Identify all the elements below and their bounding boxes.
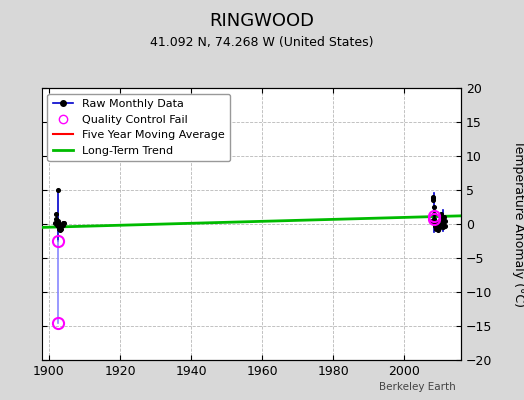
Point	[52, 210, 60, 217]
Point	[438, 220, 446, 226]
Point	[58, 222, 67, 228]
Point	[431, 223, 440, 229]
Point	[441, 218, 449, 224]
Text: 41.092 N, 74.268 W (United States): 41.092 N, 74.268 W (United States)	[150, 36, 374, 49]
Point	[56, 225, 64, 231]
Point	[54, 221, 63, 227]
Point	[431, 220, 439, 226]
Point	[56, 224, 64, 230]
Point	[59, 222, 68, 228]
Point	[428, 218, 436, 224]
Point	[441, 223, 449, 229]
Point	[429, 197, 437, 203]
Text: RINGWOOD: RINGWOOD	[210, 12, 314, 30]
Point	[51, 220, 60, 226]
Point	[431, 226, 440, 233]
Point	[440, 214, 448, 220]
Point	[59, 220, 68, 226]
Point	[437, 215, 445, 222]
Point	[59, 220, 67, 226]
Point	[54, 220, 62, 226]
Point	[52, 215, 61, 222]
Y-axis label: Temperature Anomaly (°C): Temperature Anomaly (°C)	[512, 140, 524, 308]
Point	[55, 224, 63, 230]
Point	[434, 225, 443, 231]
Point	[54, 223, 62, 229]
Point	[429, 194, 437, 200]
Point	[433, 220, 441, 226]
Point	[57, 223, 66, 229]
Point	[434, 227, 442, 233]
Point	[436, 210, 445, 217]
Point	[429, 195, 438, 201]
Point	[53, 218, 62, 224]
Point	[56, 227, 64, 233]
Point	[439, 224, 447, 230]
Point	[433, 224, 442, 230]
Point	[430, 215, 439, 222]
Point	[439, 219, 447, 225]
Point	[54, 187, 62, 193]
Text: Berkeley Earth: Berkeley Earth	[379, 382, 456, 392]
Point	[52, 219, 61, 225]
Point	[430, 210, 438, 217]
Point	[57, 226, 65, 233]
Point	[435, 222, 444, 228]
Legend: Raw Monthly Data, Quality Control Fail, Five Year Moving Average, Long-Term Tren: Raw Monthly Data, Quality Control Fail, …	[48, 94, 230, 161]
Point	[55, 226, 63, 232]
Point	[430, 204, 438, 210]
Point	[432, 219, 441, 225]
Point	[53, 222, 61, 228]
